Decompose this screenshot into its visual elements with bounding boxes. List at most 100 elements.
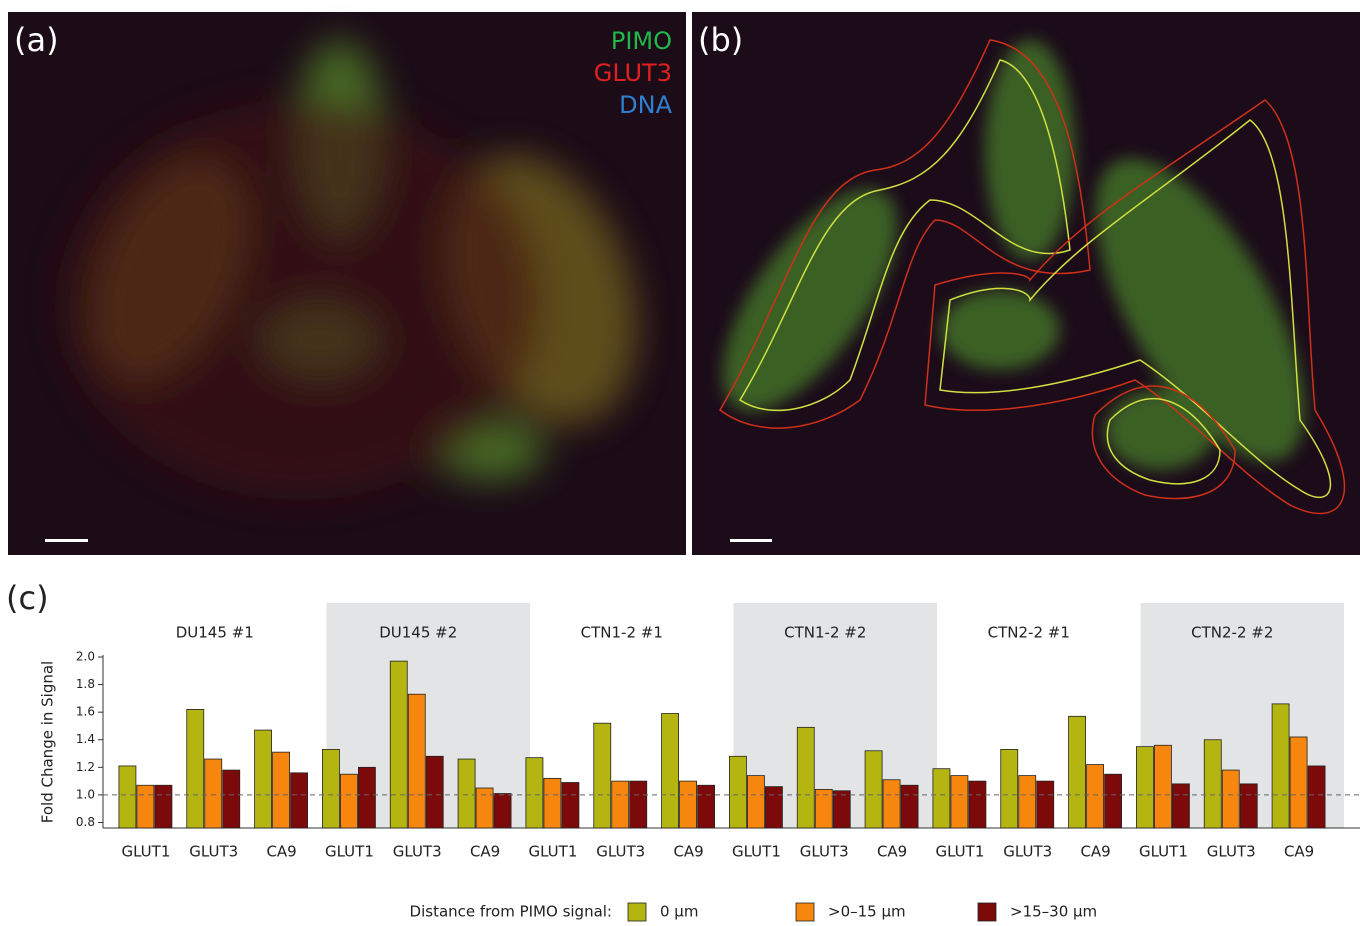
bar (273, 752, 290, 828)
bar (544, 778, 561, 828)
x-tick-label: GLUT3 (596, 843, 645, 861)
image-b (690, 12, 1360, 555)
legend-label: >0–15 μm (828, 903, 906, 921)
bar (1019, 776, 1036, 828)
group-title: CTN1-2 #1 (581, 624, 663, 642)
bar (865, 751, 882, 828)
x-tick-label: CA9 (877, 843, 907, 861)
bar (408, 694, 425, 828)
bar (1154, 745, 1171, 828)
x-tick-label: CA9 (673, 843, 703, 861)
bar (1272, 704, 1289, 828)
x-tick-label: GLUT1 (325, 843, 374, 861)
y-tick-label: 1.4 (76, 732, 95, 746)
bar (1290, 737, 1307, 828)
x-tick-label: CA9 (1284, 843, 1314, 861)
bar (630, 781, 647, 828)
group-title: CTN2-2 #1 (988, 624, 1070, 642)
bar (526, 758, 543, 828)
bar (797, 727, 814, 828)
y-tick-label: 1.8 (76, 677, 95, 691)
bar (1204, 740, 1221, 828)
panel-label: (c) (6, 579, 49, 617)
group-title: CTN1-2 #2 (784, 624, 866, 642)
x-tick-label: GLUT3 (800, 843, 849, 861)
x-tick-label: GLUT1 (121, 843, 170, 861)
bar (155, 785, 172, 828)
bar (1222, 770, 1239, 828)
group-title: DU145 #2 (379, 624, 457, 642)
bar (358, 767, 375, 828)
bar (494, 794, 511, 828)
y-tick-label: 1.2 (76, 760, 95, 774)
legend-swatch (628, 903, 646, 921)
panel-label: (b) (698, 21, 743, 59)
bar (1172, 784, 1189, 828)
x-tick-label: GLUT3 (1003, 843, 1052, 861)
y-tick-label: 1.0 (76, 787, 95, 801)
bar (680, 781, 697, 828)
bar (340, 774, 357, 828)
bar (765, 787, 782, 828)
x-tick-label: CA9 (266, 843, 296, 861)
bar (1037, 781, 1054, 828)
bar (1308, 766, 1325, 828)
x-tick-label: GLUT3 (1207, 843, 1256, 861)
bar (458, 759, 475, 828)
bar (1105, 774, 1122, 828)
x-tick-label: GLUT1 (1139, 843, 1188, 861)
legend-swatch (978, 903, 996, 921)
panel-gap (686, 12, 692, 555)
legend-label: 0 μm (660, 903, 698, 921)
bar (951, 776, 968, 828)
bar (291, 773, 308, 828)
bar (883, 780, 900, 828)
figure: (a) (b) PIMO GLUT3 DNA (c) Fold Change i… (0, 0, 1360, 922)
x-tick-label: GLUT1 (732, 843, 781, 861)
y-tick-label: 1.6 (76, 705, 95, 719)
bar (747, 776, 764, 828)
group-title: DU145 #1 (176, 624, 254, 642)
x-tick-label: GLUT1 (528, 843, 577, 861)
stain-label: GLUT3 (594, 59, 672, 87)
legend-swatch (796, 903, 814, 921)
bar (137, 785, 154, 828)
y-tick-label: 2.0 (76, 650, 95, 664)
bar (223, 770, 240, 828)
x-tick-label: GLUT1 (935, 843, 984, 861)
bar (833, 791, 850, 828)
stain-label: PIMO (611, 27, 672, 55)
bar (426, 756, 443, 828)
bar (322, 749, 339, 828)
legend-label: >15–30 μm (1010, 903, 1097, 921)
bar (612, 781, 629, 828)
bar (1001, 749, 1018, 828)
bar (119, 766, 136, 828)
bar (594, 723, 611, 828)
bar (698, 785, 715, 828)
group-title: CTN2-2 #2 (1191, 624, 1273, 642)
bar (390, 661, 407, 828)
bar (662, 714, 679, 828)
bar (933, 769, 950, 828)
bar (205, 759, 222, 828)
bar (1240, 784, 1257, 828)
bar (1136, 747, 1153, 828)
x-tick-label: GLUT3 (393, 843, 442, 861)
stain-label: DNA (619, 91, 672, 119)
y-axis-label: Fold Change in Signal (39, 661, 57, 823)
bar (562, 782, 579, 828)
y-tick-label: 0.8 (76, 815, 95, 829)
x-tick-label: GLUT3 (189, 843, 238, 861)
bar (969, 781, 986, 828)
image-a (8, 12, 686, 555)
panel-label: (a) (14, 21, 59, 59)
bar (476, 788, 493, 828)
bar (1087, 765, 1104, 828)
bar (255, 730, 272, 828)
bar (1069, 716, 1086, 828)
bar (187, 709, 204, 828)
bar (729, 756, 746, 828)
bar (901, 785, 918, 828)
x-tick-label: CA9 (470, 843, 500, 861)
